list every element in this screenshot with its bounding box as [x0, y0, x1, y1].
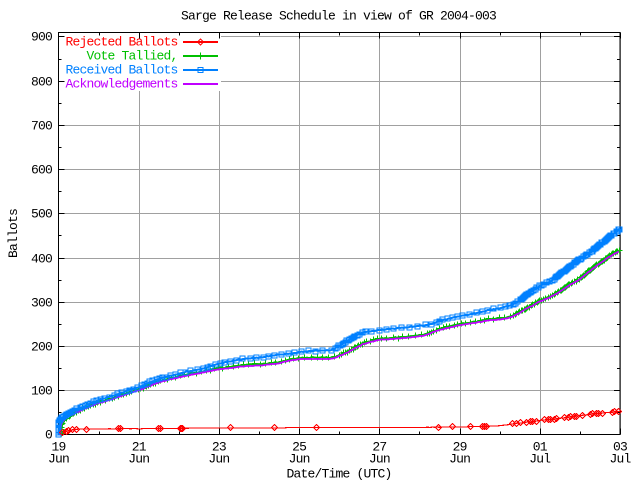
svg-text:Vote Tallied,: Vote Tallied, — [86, 49, 177, 64]
svg-text:300: 300 — [31, 296, 52, 311]
svg-text:03: 03 — [613, 440, 627, 455]
svg-text:19: 19 — [51, 440, 65, 455]
svg-text:0: 0 — [45, 428, 52, 443]
svg-text:Jul: Jul — [529, 452, 551, 467]
svg-text:200: 200 — [31, 340, 52, 355]
svg-text:Acknowledgements: Acknowledgements — [65, 77, 177, 92]
svg-text:23: 23 — [212, 440, 226, 455]
svg-text:Jun: Jun — [369, 452, 390, 467]
svg-text:Ballots: Ballots — [6, 209, 21, 258]
svg-text:21: 21 — [132, 440, 147, 455]
svg-text:600: 600 — [31, 163, 52, 178]
svg-text:400: 400 — [31, 252, 52, 267]
svg-text:Jun: Jun — [128, 452, 149, 467]
svg-text:Jun: Jun — [48, 452, 69, 467]
svg-text:Sarge Release Schedule in view: Sarge Release Schedule in view of GR 200… — [181, 9, 496, 24]
svg-text:Received Ballots: Received Ballots — [65, 63, 177, 78]
svg-text:01: 01 — [533, 440, 548, 455]
svg-text:100: 100 — [31, 384, 52, 399]
svg-text:500: 500 — [31, 207, 52, 222]
svg-text:Jun: Jun — [449, 452, 470, 467]
svg-text:900: 900 — [31, 30, 52, 45]
svg-text:800: 800 — [31, 75, 52, 90]
svg-text:Jul: Jul — [609, 452, 631, 467]
svg-text:29: 29 — [453, 440, 467, 455]
svg-text:Date/Time (UTC): Date/Time (UTC) — [286, 467, 391, 480]
svg-text:Jun: Jun — [208, 452, 229, 467]
svg-text:Rejected Ballots: Rejected Ballots — [65, 35, 177, 50]
svg-text:700: 700 — [31, 119, 52, 134]
svg-text:25: 25 — [292, 440, 306, 455]
svg-text:27: 27 — [372, 440, 386, 455]
svg-text:Jun: Jun — [289, 452, 310, 467]
